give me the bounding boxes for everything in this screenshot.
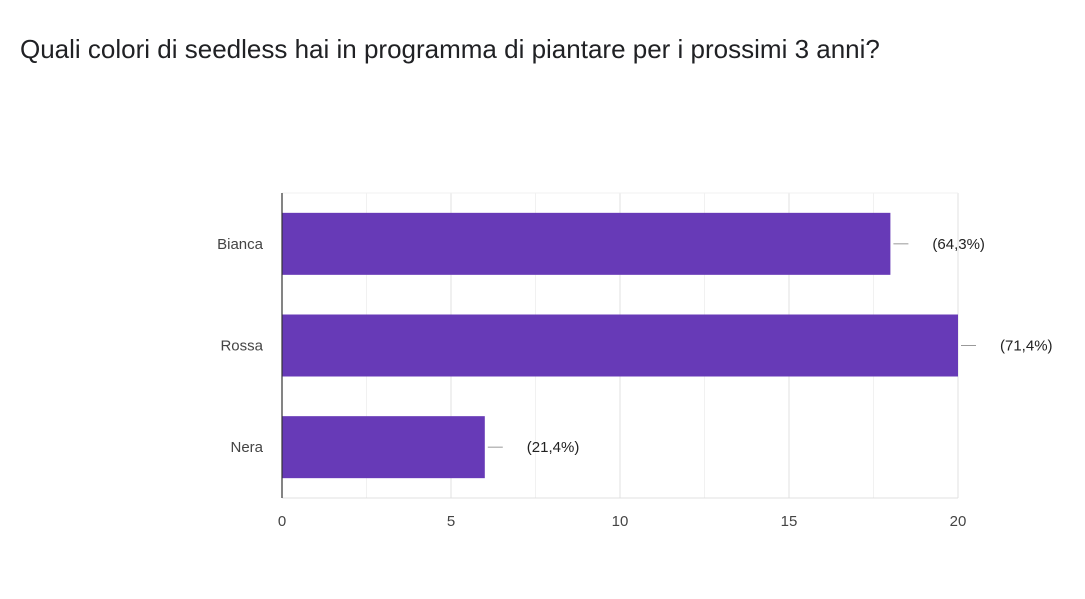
x-tick-label: 5 xyxy=(447,513,455,530)
x-tick-label: 0 xyxy=(278,513,286,530)
x-tick-label: 15 xyxy=(781,513,798,530)
x-tick-label: 10 xyxy=(612,513,629,530)
bar-bianca xyxy=(282,212,891,275)
category-label: Bianca xyxy=(217,236,264,253)
chart-title: Quali colori di seedless hai in programm… xyxy=(20,34,880,64)
bar-rossa xyxy=(282,314,958,377)
data-label: (21,4%) xyxy=(527,439,580,456)
x-tick-label: 20 xyxy=(950,513,967,530)
data-label: (71,4%) xyxy=(1000,338,1053,355)
category-label: Nera xyxy=(230,439,263,456)
category-label: Rossa xyxy=(220,338,263,355)
bar-nera xyxy=(282,416,485,479)
data-label: (64,3%) xyxy=(932,236,985,253)
